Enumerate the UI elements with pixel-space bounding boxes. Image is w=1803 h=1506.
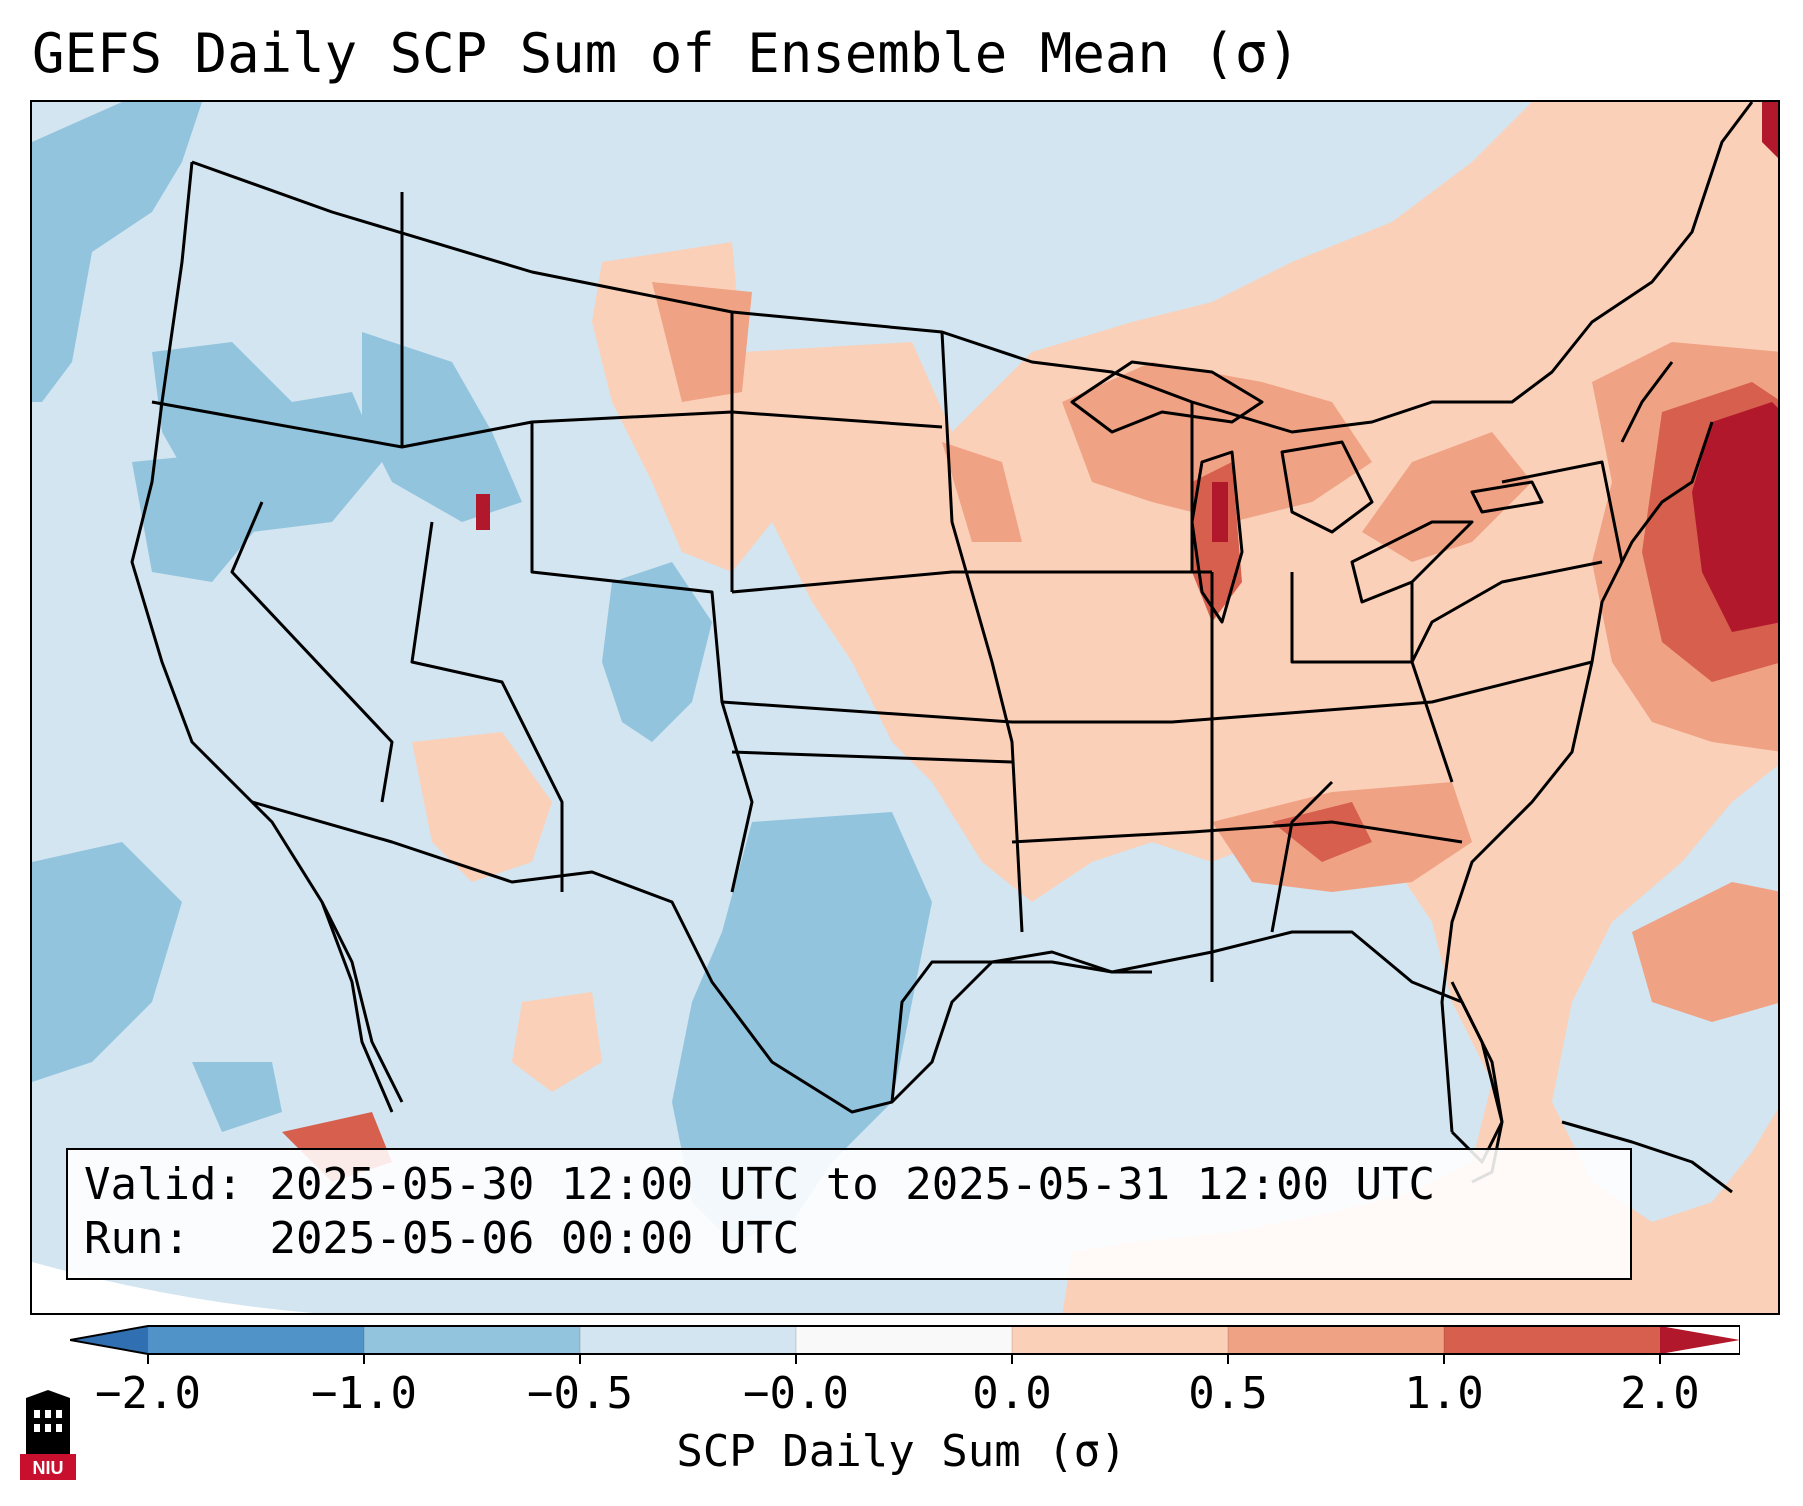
valid-run-info-box: Valid: 2025-05-30 12:00 UTC to 2025-05-3… [66, 1148, 1632, 1280]
pos-area-atlantic [1632, 882, 1778, 1022]
colorbar-segment [1444, 1326, 1661, 1354]
pos-area-nova-scotia [1762, 102, 1778, 158]
ks-ok-tn-line [721, 660, 1593, 724]
colorbar-tick-mark [147, 1354, 149, 1364]
niu-logo-banner [20, 1454, 76, 1480]
pos-area-mexico [512, 992, 602, 1092]
ga-fl-line [1270, 780, 1334, 933]
pacific-coast [130, 161, 394, 1113]
canada-border [191, 102, 1754, 434]
colorbar [70, 1325, 1740, 1355]
oh-wv-line [1290, 560, 1603, 664]
colorbar-segments [70, 1326, 1740, 1354]
nv-ut-az-line [410, 521, 564, 892]
neg-area-texas [672, 812, 932, 1242]
neg-area-baja [192, 1062, 282, 1132]
lake-huron [1280, 440, 1374, 534]
valid-label: Valid: [84, 1159, 243, 1210]
ok-tx-line [731, 750, 1013, 764]
pos-area-arizona [412, 732, 552, 882]
colorbar-tick-label: 0.5 [1188, 1368, 1268, 1419]
pos-area-utah-spot [476, 494, 490, 530]
colorbar-tick-label: 1.0 [1404, 1368, 1484, 1419]
negative-anomaly-areas [32, 102, 1522, 1242]
neg-area-california-north [132, 452, 262, 582]
vt-nh-line [1620, 361, 1674, 443]
colorbar-extend-high [1660, 1326, 1740, 1354]
colorbar-tick-mark [1659, 1354, 1661, 1364]
run-label: Run: [84, 1213, 190, 1264]
mn-ia-line [940, 331, 1024, 933]
colorbar-tick-mark [1227, 1354, 1229, 1364]
baja-outline [320, 901, 404, 1103]
ne-ks-line [731, 570, 1212, 594]
colorbar-tick-mark [579, 1354, 581, 1364]
colorbar-segment [1012, 1326, 1229, 1354]
colorbar-segment [364, 1326, 581, 1354]
colorbar-tick-label: 0.0 [972, 1368, 1052, 1419]
positive-extreme-areas [476, 102, 1778, 632]
lake-erie [1350, 520, 1474, 604]
niu-logo: NIU [20, 1390, 76, 1480]
colorbar-outline [70, 1325, 1740, 1355]
colorbar-segment [580, 1326, 797, 1354]
valid-value: 2025-05-30 12:00 UTC to 2025-05-31 12:00… [269, 1159, 1436, 1210]
pos-area-gulf-of-maine [1692, 402, 1778, 632]
colorbar-label: SCP Daily Sum (σ) [676, 1426, 1127, 1477]
colorbar-segment [1228, 1326, 1445, 1354]
pos-area-michigan-spot [1212, 482, 1228, 542]
lake-michigan [1190, 450, 1244, 624]
colorbar-tick-mark [1443, 1354, 1445, 1364]
colorbar-tick-label: −2.0 [95, 1368, 201, 1419]
mexico-border [251, 800, 1152, 1114]
positive-light-areas [412, 102, 1778, 1313]
colorbar-tick-label: 2.0 [1620, 1368, 1700, 1419]
colorbar-tick-mark [795, 1354, 797, 1364]
wy-co-nm-line [530, 422, 754, 893]
pos-area-lake-erie [1362, 432, 1532, 562]
colorbar-tick-label: −1.0 [311, 1368, 417, 1419]
pos-area-wisconsin-michigan [1062, 362, 1372, 522]
neg-area-colorado [602, 562, 712, 742]
pos-area-dakotas [942, 442, 1022, 542]
colorbar-tick-label: −0.5 [527, 1368, 633, 1419]
run-value: 2025-05-06 00:00 UTC [269, 1213, 800, 1264]
neg-area-pacific-nw [32, 102, 202, 402]
in-ky-line [1410, 582, 1454, 783]
map-canvas [32, 102, 1778, 1313]
projection-edge-left [32, 1262, 314, 1313]
lake-ontario [1470, 480, 1544, 514]
colorbar-tick-mark [363, 1354, 365, 1364]
svg-text:NIU: NIU [33, 1458, 64, 1478]
cuba-outline [1561, 1120, 1733, 1194]
colorbar-tick-label: −0.0 [743, 1368, 849, 1419]
pos-area-central-east [592, 102, 1778, 1313]
colorbar-tick-mark [1011, 1354, 1013, 1364]
colorbar-segment [148, 1326, 365, 1354]
gulf-coast [890, 930, 1504, 1164]
lake-superior [1070, 360, 1264, 434]
colorbar-extend-low [70, 1326, 148, 1354]
map-panel [30, 100, 1780, 1315]
chart-title: GEFS Daily SCP Sum of Ensemble Mean (σ) [32, 22, 1300, 85]
ca-nv-line [230, 501, 394, 803]
ar-ms-al-line [1011, 820, 1463, 844]
pa-ny-line [1501, 460, 1624, 563]
colorbar-segment [796, 1326, 1013, 1354]
neg-area-pacific-sw [32, 842, 182, 1082]
atlantic-coast [1440, 421, 1714, 1133]
